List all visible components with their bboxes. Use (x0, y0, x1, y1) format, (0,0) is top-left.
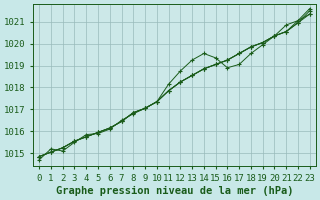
X-axis label: Graphe pression niveau de la mer (hPa): Graphe pression niveau de la mer (hPa) (56, 186, 293, 196)
